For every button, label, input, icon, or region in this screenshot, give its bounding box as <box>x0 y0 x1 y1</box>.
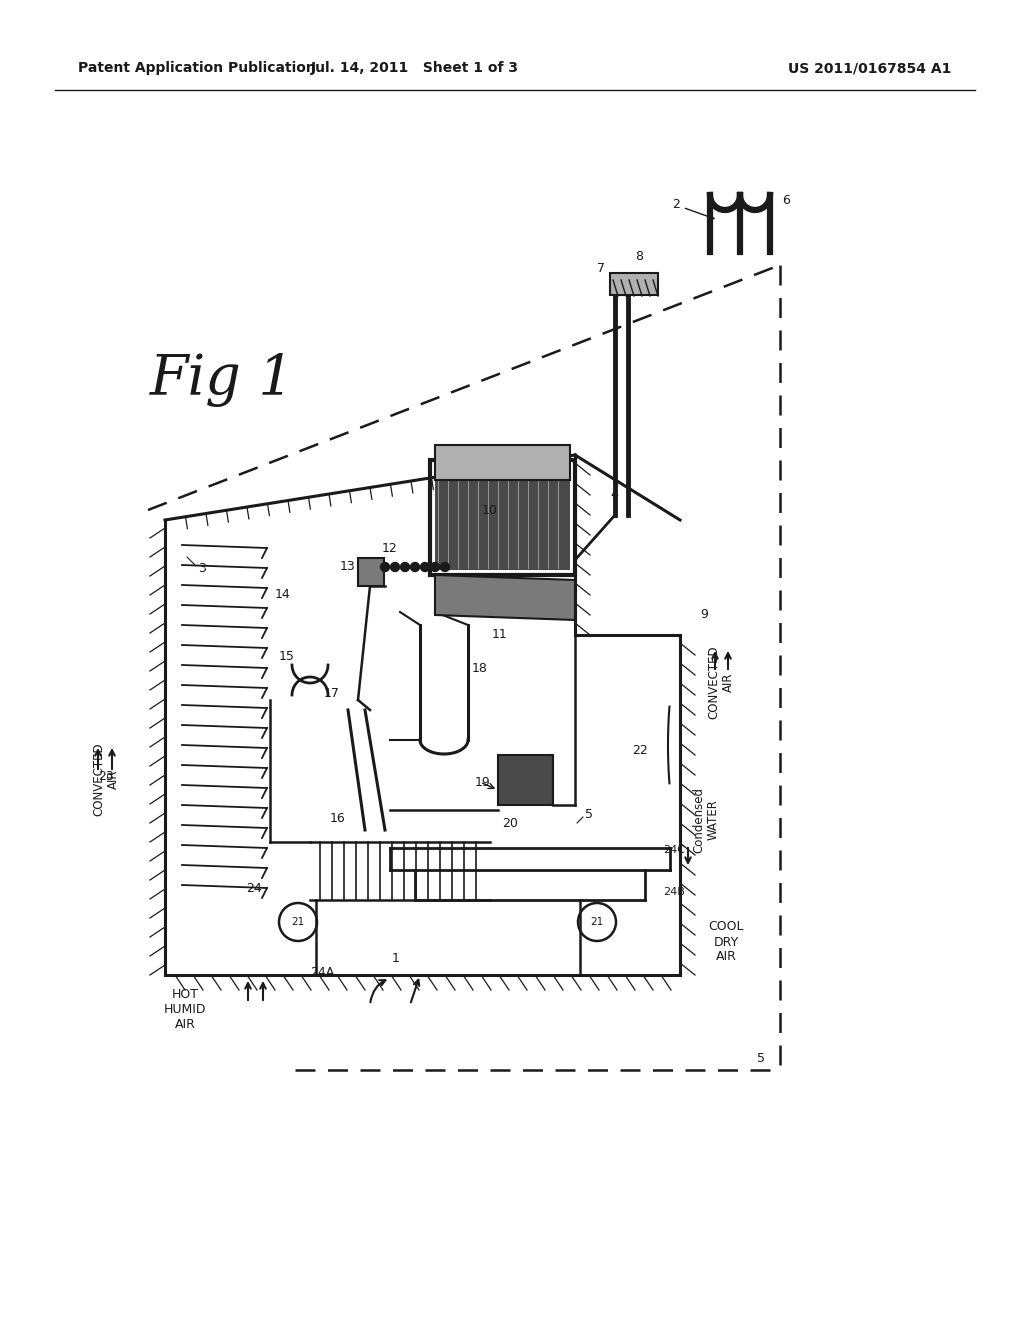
Bar <box>435 445 570 480</box>
Text: US 2011/0167854 A1: US 2011/0167854 A1 <box>788 61 951 75</box>
Text: 24B: 24B <box>664 887 685 898</box>
Text: CONVECTED
AIR: CONVECTED AIR <box>707 645 735 718</box>
Text: 16: 16 <box>330 812 346 825</box>
Text: 11: 11 <box>493 628 508 642</box>
Text: 24A: 24A <box>310 965 334 978</box>
Text: 15: 15 <box>280 651 295 664</box>
Circle shape <box>390 562 399 572</box>
Text: Condensed
WATER: Condensed WATER <box>692 787 720 853</box>
Polygon shape <box>435 576 575 620</box>
Text: 24: 24 <box>246 882 262 895</box>
Text: 2: 2 <box>672 198 714 219</box>
Text: 4: 4 <box>610 488 617 502</box>
Text: 6: 6 <box>782 194 790 206</box>
Bar <box>358 558 384 586</box>
Text: 17: 17 <box>325 686 340 700</box>
Text: 22: 22 <box>632 743 648 756</box>
Text: HOT
HUMID
AIR: HOT HUMID AIR <box>164 987 206 1031</box>
Text: 8: 8 <box>635 251 643 264</box>
Text: Patent Application Publication: Patent Application Publication <box>78 61 315 75</box>
Text: 12: 12 <box>382 543 398 556</box>
Bar <box>498 755 553 805</box>
Circle shape <box>440 562 450 572</box>
Text: 14: 14 <box>275 589 291 602</box>
Text: 5: 5 <box>585 808 593 821</box>
Text: Fig 1: Fig 1 <box>150 352 295 408</box>
Circle shape <box>421 562 429 572</box>
Bar <box>430 459 575 576</box>
Text: CONVECTED
AIR: CONVECTED AIR <box>92 742 120 816</box>
Circle shape <box>381 562 389 572</box>
Text: Jul. 14, 2011   Sheet 1 of 3: Jul. 14, 2011 Sheet 1 of 3 <box>311 61 519 75</box>
Circle shape <box>400 562 410 572</box>
Text: 10: 10 <box>482 503 498 516</box>
Text: 19: 19 <box>474 776 490 789</box>
Text: 18: 18 <box>472 661 487 675</box>
Text: 9: 9 <box>700 609 708 622</box>
Text: 5: 5 <box>757 1052 765 1064</box>
Text: 3: 3 <box>198 561 206 574</box>
Circle shape <box>411 562 420 572</box>
Text: 1: 1 <box>392 952 400 965</box>
Text: 21: 21 <box>591 917 603 927</box>
Circle shape <box>430 562 439 572</box>
Bar <box>610 273 658 294</box>
Text: 20: 20 <box>502 817 518 830</box>
Text: 13: 13 <box>339 561 355 573</box>
Text: 7: 7 <box>597 261 605 275</box>
Text: 24C: 24C <box>663 845 685 855</box>
Text: 23: 23 <box>98 770 114 783</box>
Text: 21: 21 <box>292 917 304 927</box>
Bar <box>435 465 570 570</box>
Text: COOL
DRY
AIR: COOL DRY AIR <box>709 920 743 964</box>
